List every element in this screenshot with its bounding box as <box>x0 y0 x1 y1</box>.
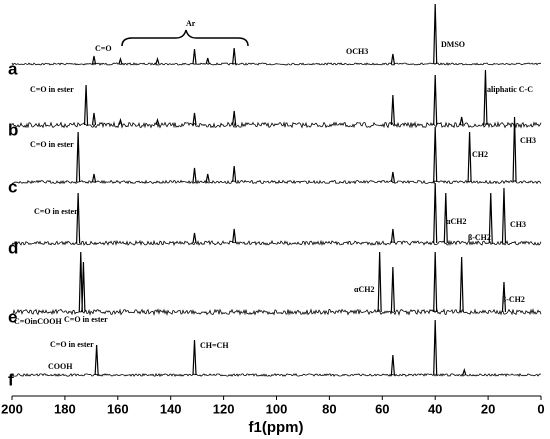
annotation: aliphatic C-C <box>487 85 533 94</box>
peak <box>155 56 160 65</box>
peak <box>390 53 395 65</box>
series-label: f <box>8 370 14 389</box>
x-tick-label: 20 <box>481 401 495 416</box>
peak <box>232 110 237 126</box>
peak <box>192 232 197 244</box>
annotation: αCH2 <box>354 285 374 294</box>
peak <box>462 367 467 376</box>
annotation: C=O in ester <box>34 207 78 216</box>
annotation: DMSO <box>441 40 465 49</box>
annotation: CH2 <box>472 150 488 159</box>
peak <box>192 112 197 126</box>
annotation: αCH2 <box>446 217 466 226</box>
peak <box>390 266 395 313</box>
annotation: COOH <box>48 362 73 371</box>
peak <box>232 165 237 183</box>
peak <box>76 192 81 244</box>
peak <box>78 251 83 313</box>
baseline-noise <box>11 120 542 129</box>
peak <box>91 55 97 65</box>
peak <box>433 251 438 313</box>
annotation: C=O <box>95 44 112 53</box>
baseline-noise <box>11 239 542 247</box>
peak <box>483 69 488 126</box>
peak <box>433 3 438 65</box>
annotation: β-CH2 <box>502 295 525 304</box>
annotation: C=O in ester <box>30 85 74 94</box>
series-label: b <box>8 120 18 139</box>
peak <box>91 112 97 126</box>
peak <box>433 126 438 183</box>
peak <box>192 48 197 65</box>
annotation: C=O in ester <box>64 315 108 324</box>
peak <box>459 116 464 126</box>
peak <box>94 344 99 376</box>
peak <box>488 192 493 244</box>
peak <box>433 74 438 126</box>
series-label: d <box>8 238 18 257</box>
annotation: C=O in ester <box>30 140 74 149</box>
peak <box>501 187 507 244</box>
x-tick-label: 0 <box>537 401 544 416</box>
peak <box>467 131 472 183</box>
baseline-noise <box>11 307 542 317</box>
peak <box>81 261 86 313</box>
peak <box>83 84 89 126</box>
peak <box>390 171 395 183</box>
x-tick-label: 80 <box>322 401 336 416</box>
peak <box>232 228 237 244</box>
peak <box>155 117 160 126</box>
x-axis-label: f1(ppm) <box>249 419 304 436</box>
x-tick-label: 100 <box>266 401 288 416</box>
peak <box>118 117 123 126</box>
baseline-noise <box>11 179 542 185</box>
baseline-noise <box>11 62 542 66</box>
x-tick-label: 180 <box>54 401 76 416</box>
peak <box>459 256 464 313</box>
series-label: e <box>8 307 17 326</box>
peak <box>433 182 438 244</box>
x-tick-label: 60 <box>375 401 389 416</box>
annotation: C=O in ester <box>50 340 94 349</box>
x-tick-label: 140 <box>160 401 182 416</box>
peak <box>205 57 210 65</box>
x-tick-label: 40 <box>428 401 442 416</box>
peak <box>443 192 448 244</box>
peak <box>377 251 382 313</box>
annotation: CH3 <box>510 220 526 229</box>
peak <box>232 47 237 65</box>
annotation: CH3 <box>520 136 536 145</box>
series-label: c <box>8 177 17 196</box>
peak <box>76 131 81 183</box>
peak <box>390 228 395 244</box>
annotation: CH=CH <box>200 341 229 350</box>
annotation: OCH3 <box>346 47 368 56</box>
peak <box>433 319 438 376</box>
x-tick-label: 200 <box>1 401 23 416</box>
peak <box>390 354 395 376</box>
annotation: C=OinCOOH <box>14 317 62 326</box>
x-tick-label: 120 <box>213 401 235 416</box>
annotation: Ar <box>186 19 196 28</box>
peak <box>205 173 210 183</box>
annotation: β-CH2 <box>468 233 491 242</box>
peak <box>390 94 395 126</box>
peak <box>91 173 97 183</box>
peak <box>192 167 197 183</box>
peak <box>118 56 123 65</box>
peak <box>512 116 517 183</box>
baseline-noise <box>11 372 542 378</box>
ar-brace <box>121 29 249 47</box>
series-label: a <box>8 59 18 78</box>
peak <box>192 339 197 376</box>
x-tick-label: 160 <box>107 401 129 416</box>
peak <box>501 281 507 313</box>
